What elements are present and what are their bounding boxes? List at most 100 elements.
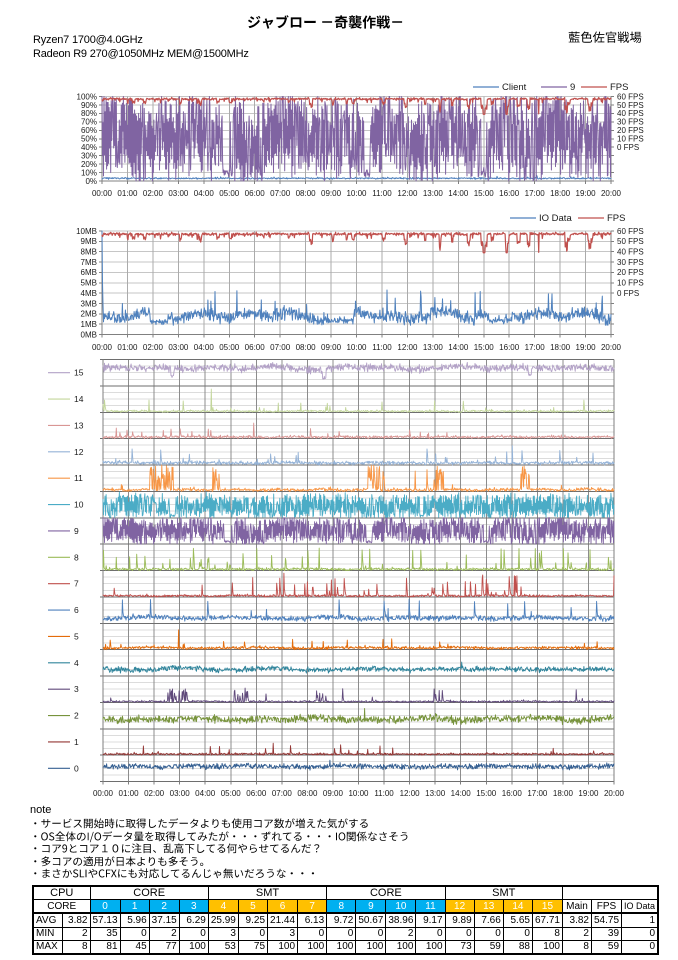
note-line — [34, 843, 320, 854]
axis-label: 15:00 — [474, 343, 495, 352]
axis-label: 4 — [74, 658, 79, 668]
table-row-label: MIN — [32, 926, 63, 941]
table-group-header: CORE — [89, 885, 209, 901]
axis-label: 14:00 — [448, 189, 469, 198]
table-cell: 37.15 — [148, 912, 180, 928]
axis-label: 0 FPS — [617, 289, 639, 298]
axis-label: 00:00 — [92, 189, 113, 198]
axis-label: 10% — [81, 168, 97, 177]
table-cell: 0 — [621, 926, 660, 941]
table-cell: 59 — [590, 939, 623, 955]
table-cell: 7.66 — [473, 912, 504, 928]
axis-label: 20:00 — [601, 189, 622, 198]
table-cell: 6.13 — [297, 912, 328, 928]
axis-label: 13:00 — [423, 189, 444, 198]
axis-label: 12:00 — [397, 343, 418, 352]
table-cell: 8 — [61, 939, 91, 955]
table-cell: 3.82 — [561, 912, 592, 928]
axis-label: 02:00 — [144, 789, 165, 798]
axis-label: 18:00 — [550, 343, 571, 352]
axis-label: 16:00 — [499, 189, 520, 198]
axis-label: 20 FPS — [617, 268, 644, 277]
axis-label: 14:00 — [448, 343, 469, 352]
table-cell: 50.67 — [355, 912, 387, 928]
table-col-header: IO Data — [621, 899, 660, 915]
series-line — [102, 547, 615, 571]
axis-label: FPS — [610, 82, 628, 93]
table-col-header: 5 — [237, 899, 269, 915]
axis-label: 7MB — [81, 258, 97, 267]
axis-label: 01:00 — [117, 189, 138, 198]
series-line — [102, 759, 615, 771]
axis-label: 0% — [85, 177, 97, 186]
note-line — [34, 855, 204, 866]
table-cell: 100 — [326, 939, 357, 955]
axis-label: 30 FPS — [617, 258, 644, 267]
table-cell: 73 — [444, 939, 475, 955]
axis-label: 07:00 — [272, 789, 293, 798]
notes-heading: note — [30, 804, 52, 816]
axis-label: 50% — [81, 135, 97, 144]
axis-label: 60 FPS — [617, 92, 644, 101]
axis-label: 04:00 — [194, 343, 215, 352]
gpu-spec-line: Radeon R9 270@1050MHz MEM@1500MHz — [33, 48, 249, 60]
note-line — [34, 818, 368, 829]
table-cell: 0 — [119, 926, 150, 941]
table-core-header-row: CORE 0 1 2 3 4 5 6 7 8 9 10 11 12 13 14 15 Main FPS IO Data — [32, 899, 660, 915]
axis-label: 1MB — [81, 320, 97, 329]
axis-label: 100% — [77, 92, 97, 101]
axis-label: 19:00 — [578, 789, 599, 798]
note-line — [34, 868, 315, 879]
table-cell: 67.71 — [531, 912, 563, 928]
table-cell: 0 — [297, 926, 328, 941]
axis-label: 20:00 — [604, 789, 625, 798]
axis-label: 02:00 — [143, 343, 164, 352]
axis-label: 20% — [81, 160, 97, 169]
table-cell: 3 — [267, 926, 299, 941]
table-cell: 39 — [590, 926, 623, 941]
axis-label: 00:00 — [92, 343, 113, 352]
table-cell: 38.96 — [385, 912, 417, 928]
axis-label: 30% — [81, 151, 97, 160]
axis-label: 18:00 — [550, 189, 571, 198]
axis-label: 2MB — [81, 310, 97, 319]
table-cell: 9.89 — [444, 912, 475, 928]
table-cell: 0 — [473, 926, 504, 941]
axis-label: 0MB — [81, 330, 97, 339]
axis-label: 5 — [74, 631, 79, 641]
table-cell: 9.17 — [415, 912, 446, 928]
table-group-header: CORE — [326, 885, 446, 901]
table-col-header: Main — [561, 899, 592, 915]
series-line — [102, 661, 615, 674]
table-cell: 9.25 — [237, 912, 269, 928]
axis-label: 5MB — [81, 279, 97, 288]
axis-label: 50 FPS — [617, 237, 644, 246]
axis-label: 80% — [81, 109, 97, 118]
axis-label: 12:00 — [397, 189, 418, 198]
series-line — [102, 388, 615, 413]
series-line — [102, 742, 615, 756]
axis-label: 8MB — [81, 248, 97, 257]
table-row-label: AVG — [32, 912, 63, 928]
axis-label: 13 — [74, 420, 84, 430]
axis-label: 14 — [74, 394, 84, 404]
axis-label: 10 FPS — [617, 279, 644, 288]
table-col-header: 12 — [444, 899, 475, 915]
table-col-header: 10 — [385, 899, 417, 915]
axis-label: 01:00 — [117, 343, 138, 352]
axis-label: 15:00 — [476, 789, 497, 798]
axis-label: 30 FPS — [617, 118, 644, 127]
axis-label: 50 FPS — [617, 101, 644, 110]
series-line — [101, 231, 612, 254]
table-col-header: 0 — [89, 899, 121, 915]
axis-label: 15 — [74, 368, 84, 378]
table-cell: 2 — [561, 926, 592, 941]
axis-label: 10MB — [76, 227, 97, 236]
table-cell: 5.96 — [119, 912, 150, 928]
table-cell: 2 — [385, 926, 417, 941]
axis-label: Client — [502, 82, 527, 93]
table-cell: 0 — [326, 926, 357, 941]
series-line — [101, 96, 612, 115]
